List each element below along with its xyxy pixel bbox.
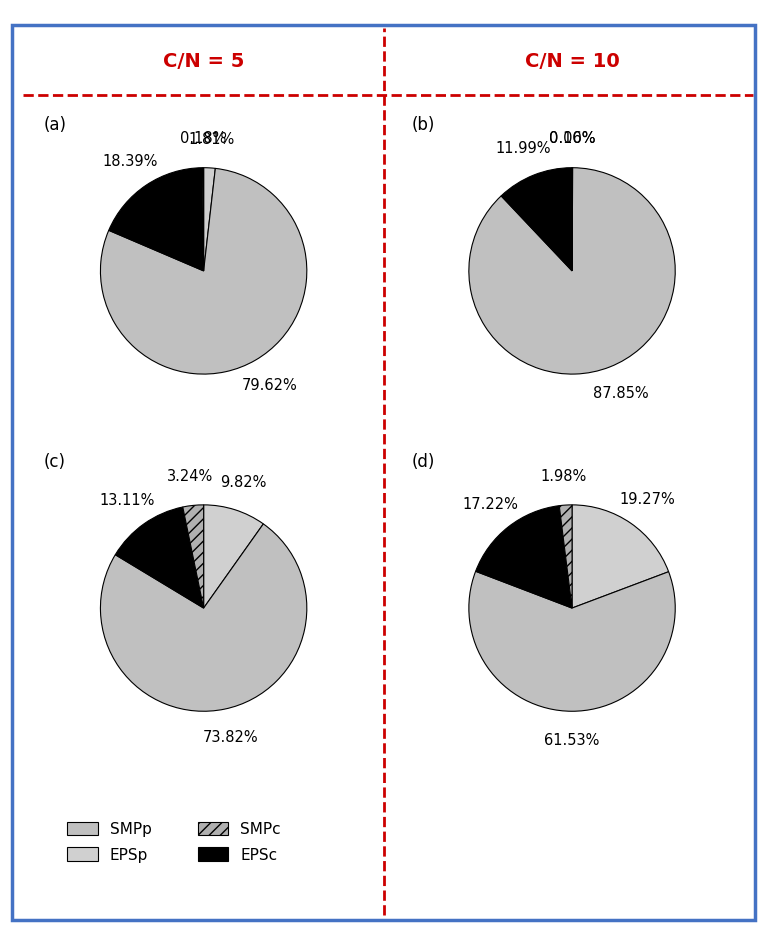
Text: 73.82%: 73.82%: [203, 729, 258, 745]
Wedge shape: [502, 168, 572, 271]
Text: 17.22%: 17.22%: [462, 497, 518, 512]
Wedge shape: [101, 524, 307, 712]
Wedge shape: [559, 505, 572, 608]
Wedge shape: [115, 507, 204, 608]
Wedge shape: [572, 505, 669, 608]
Text: 18.39%: 18.39%: [103, 153, 158, 168]
Text: 87.85%: 87.85%: [593, 387, 648, 402]
Text: 11.99%: 11.99%: [495, 141, 551, 156]
Wedge shape: [468, 572, 675, 712]
Wedge shape: [101, 168, 307, 375]
Text: 3.24%: 3.24%: [167, 469, 214, 484]
Wedge shape: [468, 168, 675, 375]
Text: C/N = 5: C/N = 5: [163, 51, 244, 71]
Wedge shape: [109, 168, 204, 271]
Text: 13.11%: 13.11%: [100, 493, 155, 508]
Text: 0.10%: 0.10%: [549, 132, 596, 147]
Text: (d): (d): [412, 453, 435, 472]
Text: 19.27%: 19.27%: [619, 492, 675, 507]
Text: 1.81%: 1.81%: [188, 132, 234, 147]
Text: 0.06%: 0.06%: [548, 132, 595, 147]
Wedge shape: [204, 168, 215, 271]
Text: (a): (a): [44, 116, 67, 134]
Text: C/N = 10: C/N = 10: [525, 51, 620, 71]
Wedge shape: [183, 505, 204, 608]
Wedge shape: [475, 505, 572, 608]
Text: 9.82%: 9.82%: [220, 474, 267, 489]
Wedge shape: [203, 168, 204, 271]
Text: 61.53%: 61.53%: [544, 732, 600, 747]
Wedge shape: [204, 505, 263, 608]
Legend: SMPp, EPSp, SMPc, EPSc: SMPp, EPSp, SMPc, EPSc: [67, 822, 281, 862]
Text: 1.98%: 1.98%: [541, 469, 587, 484]
Text: 0.18%: 0.18%: [180, 132, 226, 147]
Text: 79.62%: 79.62%: [242, 377, 298, 392]
Text: (b): (b): [412, 116, 435, 134]
Text: (c): (c): [44, 453, 66, 472]
